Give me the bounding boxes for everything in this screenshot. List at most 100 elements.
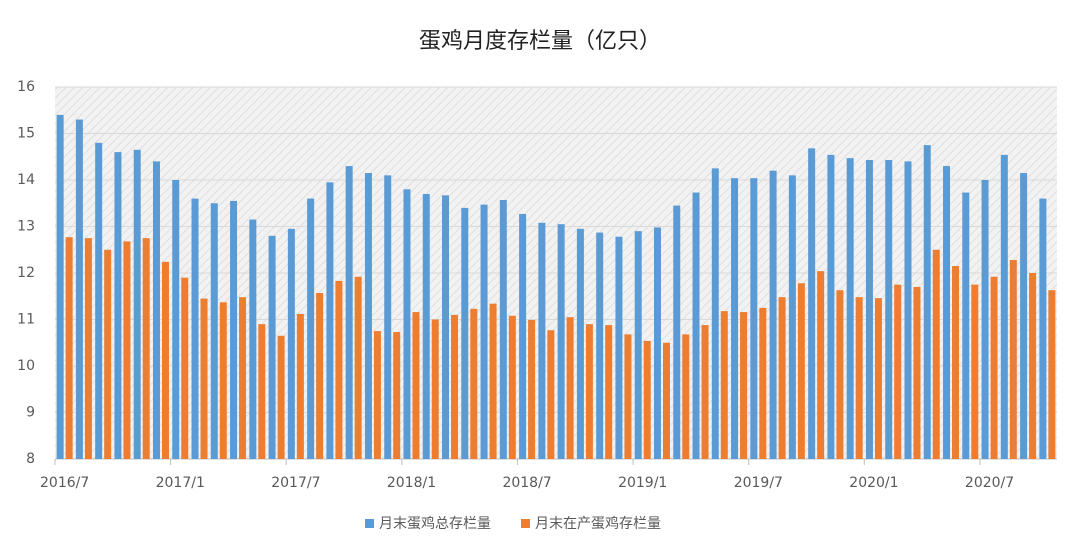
bar — [865, 160, 873, 459]
bar — [731, 178, 739, 459]
bar — [1020, 173, 1028, 459]
bar — [528, 319, 536, 459]
bar — [181, 277, 189, 459]
bar — [95, 142, 103, 460]
bar — [962, 192, 970, 459]
bar — [778, 297, 786, 459]
bar — [152, 161, 160, 459]
bar — [538, 222, 546, 459]
y-tick-label: 14 — [17, 172, 35, 188]
x-tick-label: 2019/7 — [734, 475, 783, 491]
bar — [412, 312, 420, 459]
bar — [191, 198, 199, 459]
bar — [797, 283, 805, 459]
y-tick-label: 8 — [26, 451, 35, 467]
bar — [808, 148, 816, 459]
bar — [480, 204, 488, 459]
bar — [142, 238, 150, 459]
bar — [451, 314, 459, 459]
bar — [624, 334, 632, 459]
bar — [239, 297, 247, 459]
bar — [508, 315, 516, 459]
y-tick-label: 11 — [17, 312, 35, 328]
bar — [56, 114, 64, 460]
bar — [923, 145, 931, 459]
y-tick-label: 9 — [26, 405, 35, 421]
bar — [1039, 198, 1047, 459]
bar — [615, 236, 623, 459]
legend-label: 月末蛋鸡总存栏量 — [379, 515, 491, 532]
bar — [499, 199, 507, 459]
bar — [653, 227, 661, 459]
x-tick-label: 2016/7 — [40, 475, 89, 491]
bar — [894, 284, 902, 459]
bar — [84, 238, 92, 459]
bar — [268, 235, 276, 459]
bar — [384, 175, 392, 459]
bar — [750, 178, 758, 459]
bar — [634, 231, 642, 459]
bar — [442, 195, 450, 459]
x-tick-label: 2017/1 — [156, 475, 205, 491]
bar — [885, 160, 893, 459]
bar — [277, 335, 285, 459]
bar — [692, 192, 700, 459]
bar — [711, 168, 719, 459]
bar — [287, 228, 295, 459]
bar — [643, 340, 651, 459]
bar — [249, 219, 257, 459]
bar — [200, 298, 208, 459]
bar — [913, 286, 921, 459]
bar — [547, 330, 555, 459]
x-tick-label: 2018/7 — [502, 475, 551, 491]
bar — [855, 297, 863, 459]
bar — [943, 166, 951, 460]
bar — [403, 189, 411, 460]
legend-swatch — [365, 519, 374, 528]
bar — [123, 241, 131, 459]
bar — [836, 290, 844, 459]
bar — [65, 237, 73, 459]
bar — [874, 298, 882, 459]
x-tick-label: 2020/7 — [965, 475, 1014, 491]
bar — [846, 158, 854, 459]
bar — [393, 332, 401, 459]
bar — [1029, 273, 1037, 459]
bar — [596, 232, 604, 459]
bar — [585, 324, 593, 459]
bar — [720, 311, 728, 459]
bar — [904, 161, 912, 459]
bar — [307, 198, 315, 459]
bar — [373, 331, 381, 459]
bar — [827, 154, 835, 459]
bar — [296, 313, 304, 459]
bar — [75, 119, 83, 460]
bar — [345, 166, 353, 460]
bar — [740, 312, 748, 459]
bar — [557, 224, 565, 459]
bar — [219, 302, 227, 459]
y-tick-label: 15 — [17, 126, 35, 142]
bar — [673, 205, 681, 459]
legend-swatch — [521, 519, 530, 528]
y-tick-label: 10 — [17, 358, 35, 374]
bar — [461, 207, 469, 459]
bar — [364, 173, 372, 459]
bar — [981, 180, 989, 459]
bar — [326, 182, 334, 459]
bar — [682, 334, 690, 459]
bar — [104, 249, 112, 459]
bar — [932, 249, 940, 459]
bar — [489, 303, 497, 459]
x-tick-label: 2017/7 — [271, 475, 320, 491]
bar — [114, 152, 122, 459]
bar — [258, 324, 266, 459]
x-tick-label: 2018/1 — [387, 475, 436, 491]
bar — [422, 193, 430, 459]
bar — [952, 266, 960, 459]
x-tick-label: 2020/1 — [849, 475, 898, 491]
bar — [759, 307, 767, 459]
y-tick-label: 13 — [17, 219, 35, 235]
bar — [335, 280, 343, 459]
